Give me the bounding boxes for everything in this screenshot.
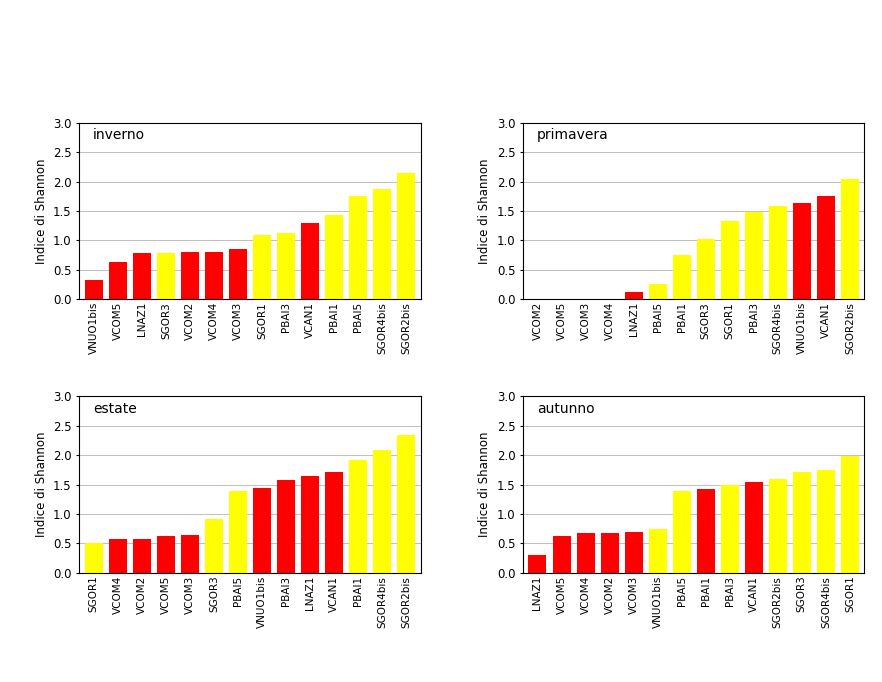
Bar: [769, 479, 787, 573]
Bar: [601, 533, 618, 573]
Bar: [133, 539, 151, 573]
Bar: [673, 254, 691, 299]
Bar: [85, 543, 103, 573]
Bar: [673, 490, 691, 573]
Bar: [277, 480, 295, 573]
Bar: [528, 555, 547, 573]
Text: estate: estate: [93, 402, 137, 415]
Bar: [817, 470, 835, 573]
Bar: [624, 292, 643, 299]
Bar: [325, 215, 343, 299]
Bar: [744, 212, 763, 299]
Bar: [301, 223, 319, 299]
Bar: [205, 252, 223, 299]
Bar: [181, 252, 199, 299]
Bar: [349, 196, 367, 299]
Bar: [205, 519, 223, 573]
Y-axis label: Indice di Shannon: Indice di Shannon: [34, 158, 48, 264]
Bar: [229, 249, 247, 299]
Y-axis label: Indice di Shannon: Indice di Shannon: [34, 432, 48, 537]
Bar: [697, 489, 714, 573]
Bar: [133, 254, 151, 299]
Bar: [373, 451, 392, 573]
Bar: [397, 435, 415, 573]
Bar: [817, 196, 835, 299]
Bar: [108, 262, 127, 299]
Text: inverno: inverno: [93, 128, 146, 142]
Bar: [793, 472, 811, 573]
Bar: [648, 284, 667, 299]
Bar: [181, 535, 199, 573]
Bar: [624, 532, 643, 573]
Bar: [841, 179, 859, 299]
Bar: [373, 189, 392, 299]
Bar: [744, 481, 763, 573]
Bar: [552, 536, 571, 573]
Bar: [157, 537, 175, 573]
Bar: [577, 533, 594, 573]
Bar: [277, 233, 295, 299]
Bar: [397, 173, 415, 299]
Bar: [325, 472, 343, 573]
Text: autunno: autunno: [537, 402, 594, 415]
Y-axis label: Indice di Shannon: Indice di Shannon: [478, 432, 491, 537]
Bar: [841, 456, 859, 573]
Bar: [253, 235, 271, 299]
Text: primavera: primavera: [537, 128, 609, 142]
Bar: [793, 203, 811, 299]
Bar: [648, 529, 667, 573]
Bar: [108, 539, 127, 573]
Bar: [349, 460, 367, 573]
Bar: [85, 280, 103, 299]
Bar: [769, 206, 787, 299]
Bar: [697, 239, 714, 299]
Bar: [721, 221, 739, 299]
Bar: [229, 491, 247, 573]
Bar: [301, 477, 319, 573]
Y-axis label: Indice di Shannon: Indice di Shannon: [478, 158, 491, 264]
Bar: [157, 254, 175, 299]
Bar: [253, 488, 271, 573]
Bar: [721, 485, 739, 573]
